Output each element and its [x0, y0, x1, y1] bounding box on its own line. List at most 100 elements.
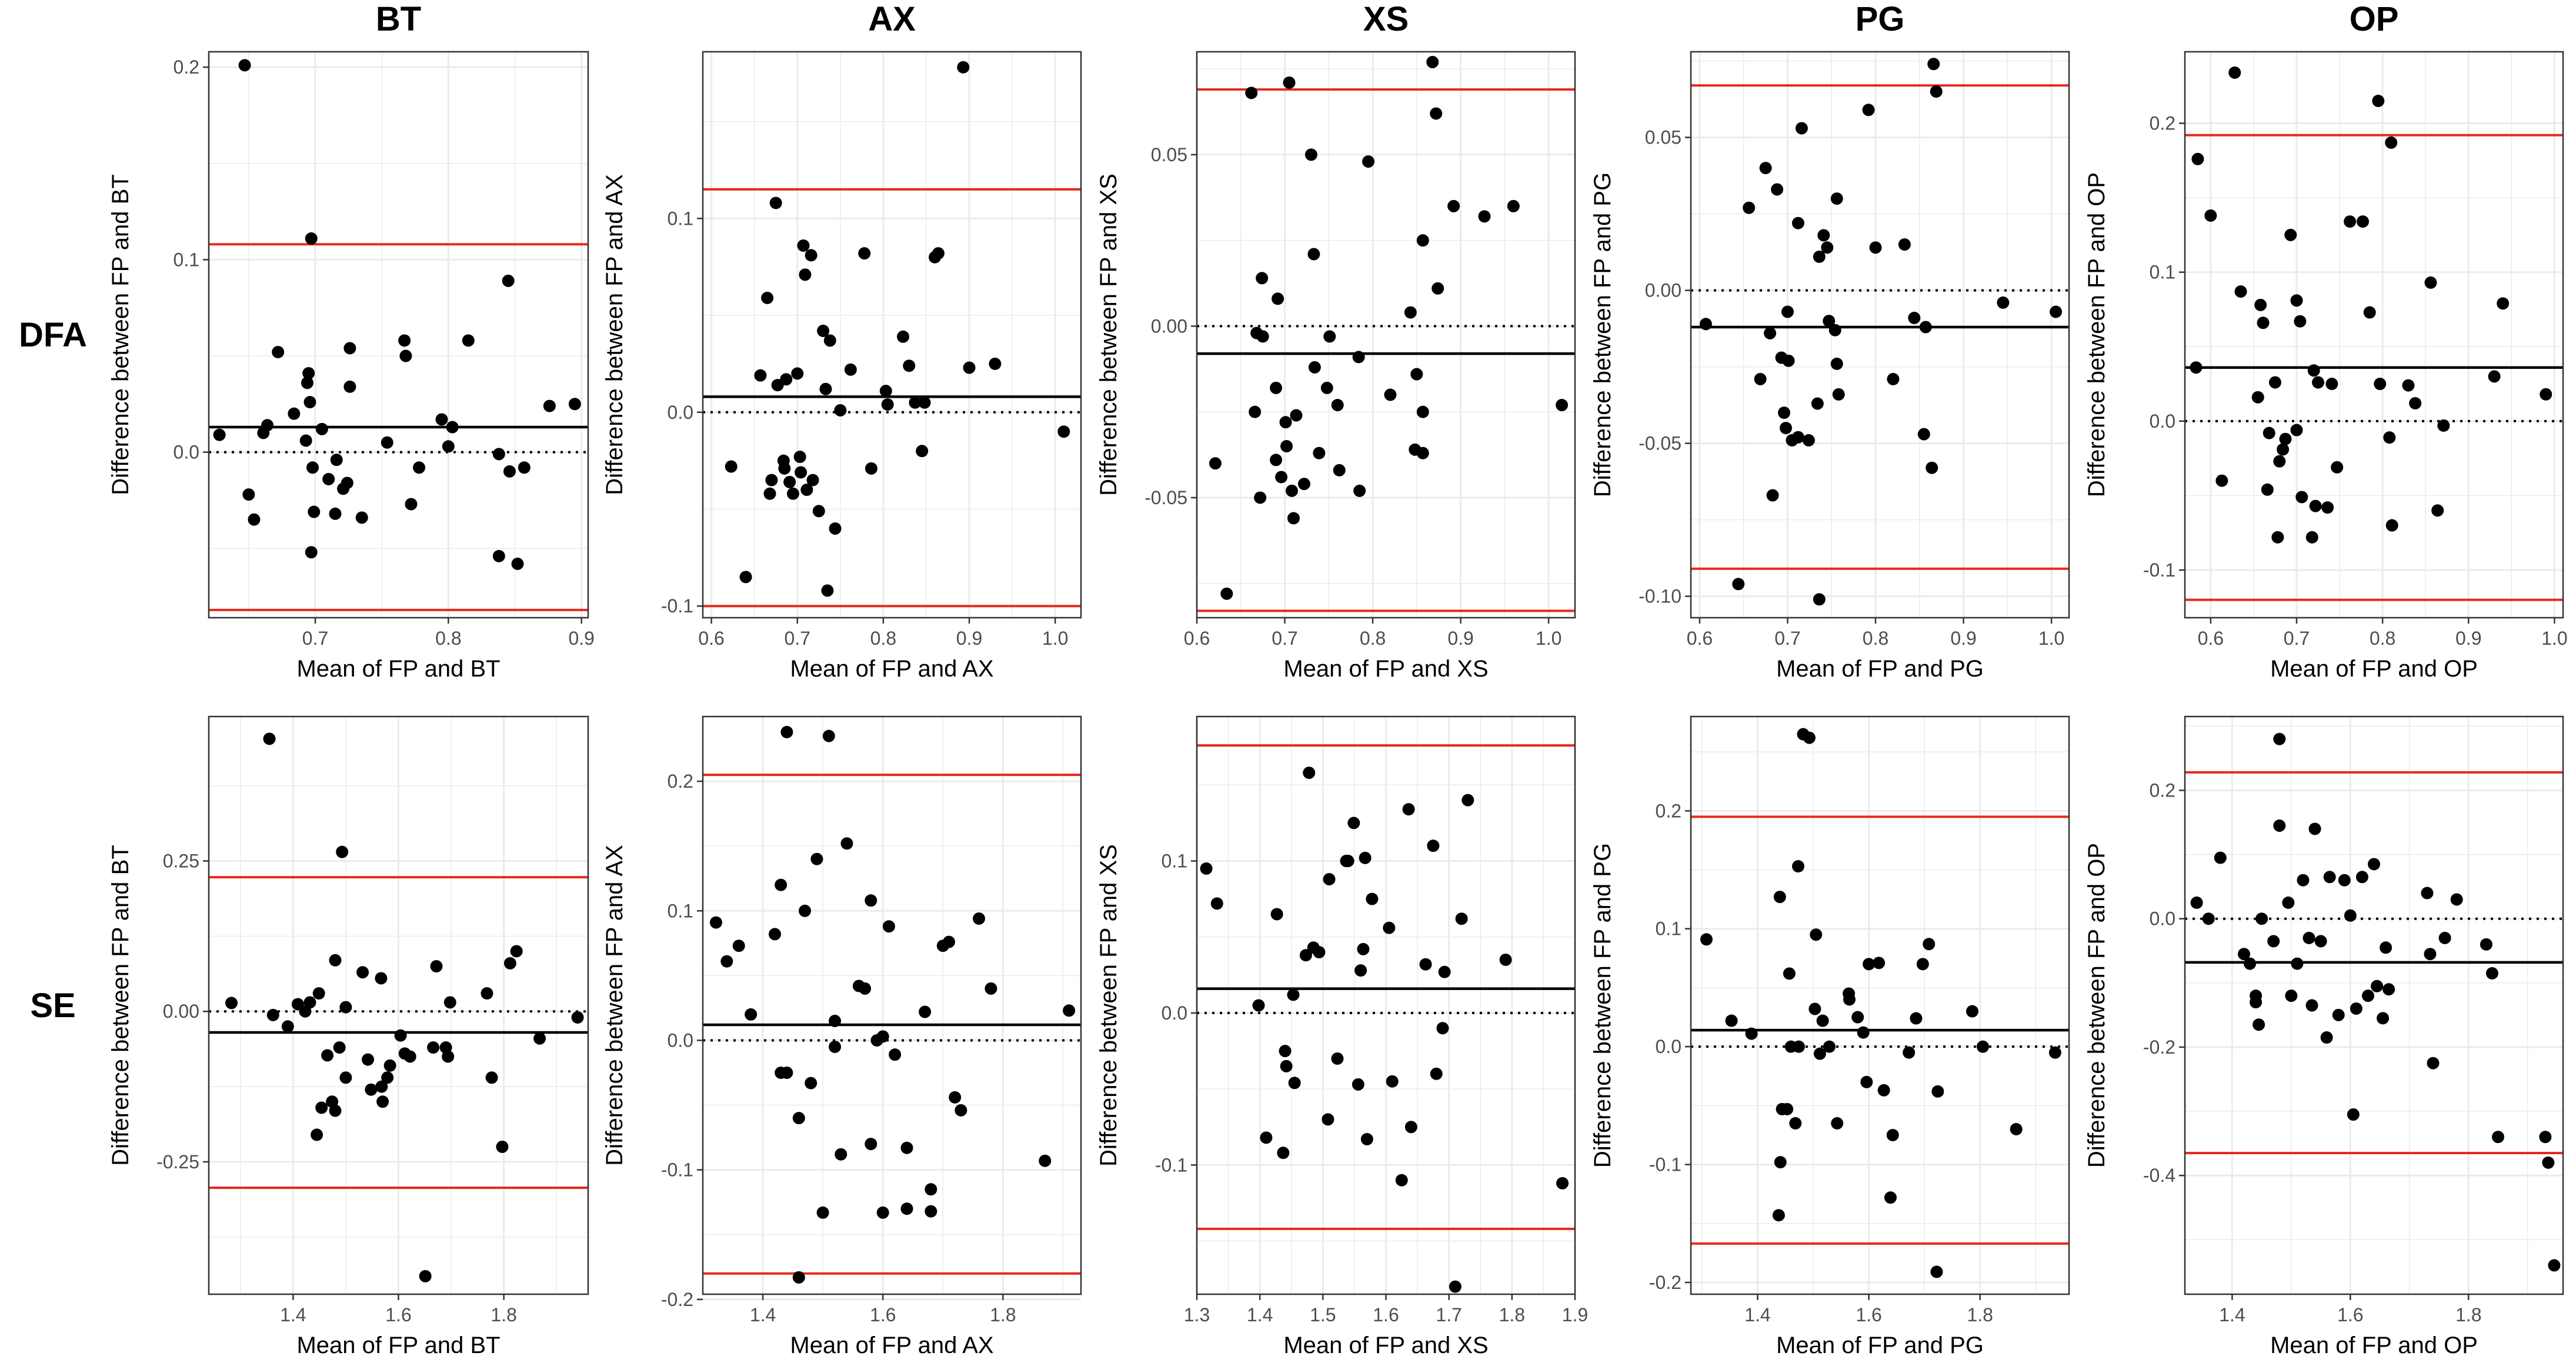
- y-tick-label: 0.1: [1656, 918, 1681, 939]
- panel-frame: [702, 51, 1082, 619]
- y-tick-label: 0.0: [1656, 1036, 1681, 1057]
- data-point: [376, 1095, 389, 1108]
- data-point: [763, 487, 776, 500]
- data-point: [1220, 587, 1233, 600]
- data-point: [1792, 1040, 1805, 1053]
- data-point: [834, 404, 847, 417]
- data-point: [1754, 372, 1767, 385]
- data-point: [1210, 897, 1223, 910]
- data-point: [2338, 874, 2351, 887]
- data-point: [394, 1029, 407, 1042]
- data-point: [1427, 839, 1440, 852]
- data-point: [1383, 921, 1396, 934]
- x-tick-label: 0.8: [870, 628, 896, 649]
- data-point: [496, 1140, 509, 1153]
- data-point: [1260, 1131, 1273, 1144]
- x-tick-label: 1.6: [1856, 1304, 1881, 1325]
- data-point: [2385, 136, 2398, 149]
- data-point: [859, 982, 872, 995]
- data-point: [1813, 1047, 1826, 1060]
- x-tick-label: 1.6: [1373, 1304, 1399, 1325]
- data-point: [1283, 76, 1296, 89]
- column-title-xs: XS: [1363, 0, 1409, 38]
- x-tick-label: 0.8: [1863, 628, 1888, 649]
- panel-dfa-pg: 0.6 0.7 0.8 0.9 1.0 -0.10 -0.05 0.00 0.05 Mean of…: [1590, 51, 2070, 682]
- data-point: [403, 1050, 416, 1063]
- data-point: [1976, 1040, 1989, 1053]
- data-point: [1810, 928, 1823, 941]
- data-point: [754, 369, 767, 382]
- data-point: [1908, 311, 1921, 324]
- data-point: [1478, 210, 1491, 223]
- data-point: [442, 440, 455, 453]
- x-tick-label: 1.7: [1436, 1304, 1461, 1325]
- data-point: [1430, 1067, 1443, 1080]
- data-point: [957, 61, 970, 74]
- y-axis-title: Difference between FP and XS: [1096, 174, 1122, 496]
- data-point: [709, 916, 722, 929]
- data-point: [2191, 152, 2204, 165]
- data-point: [1745, 1027, 1758, 1040]
- data-point: [821, 584, 834, 597]
- data-point: [761, 291, 774, 304]
- data-point: [806, 474, 819, 487]
- y-tick-label: 0.1: [668, 900, 693, 921]
- data-point: [303, 396, 316, 409]
- data-point: [503, 465, 516, 478]
- y-axis-title: Difference between FP and BT: [108, 174, 134, 495]
- data-point: [900, 1202, 913, 1215]
- y-tick-label: 0.00: [163, 1001, 199, 1022]
- data-point: [1831, 1117, 1844, 1130]
- data-point: [1362, 155, 1375, 168]
- data-point: [1322, 1113, 1334, 1126]
- data-point: [430, 960, 443, 973]
- data-point: [1830, 192, 1843, 205]
- data-points: [2190, 732, 2561, 1272]
- x-tick-label: 0.8: [2370, 628, 2395, 649]
- data-point: [1791, 431, 1804, 444]
- y-tick-label: -0.1: [1649, 1154, 1681, 1175]
- y-axis: 0.0 0.1 0.2: [173, 56, 209, 463]
- x-tick-label: 1.9: [1562, 1304, 1588, 1325]
- data-point: [238, 59, 251, 72]
- x-axis: 1.3 1.4 1.5 1.6 1.7 1.8 1.9: [1184, 1294, 1588, 1325]
- data-point: [2048, 1046, 2061, 1059]
- data-point: [1331, 399, 1344, 412]
- data-point: [1252, 999, 1265, 1012]
- data-point: [2424, 276, 2437, 289]
- x-tick-label: 0.7: [2284, 628, 2310, 649]
- data-point: [1290, 409, 1303, 422]
- data-point: [543, 399, 556, 412]
- y-tick-label: -0.1: [1155, 1154, 1187, 1175]
- data-point: [1771, 183, 1784, 196]
- data-point: [1299, 949, 1312, 962]
- data-point: [1857, 1026, 1870, 1039]
- data-point: [446, 421, 459, 434]
- data-point: [1774, 1156, 1787, 1169]
- data-point: [881, 398, 894, 411]
- data-point: [972, 912, 985, 925]
- data-points: [2190, 66, 2552, 544]
- data-point: [2548, 1259, 2561, 1272]
- panel-dfa-bt: 0.7 0.8 0.9 0.0 0.1 0.2 Mean of FP and BT Diffe…: [108, 51, 595, 682]
- data-point: [1700, 933, 1713, 946]
- data-point: [511, 557, 524, 570]
- data-point: [791, 367, 804, 380]
- data-point: [2325, 378, 2338, 391]
- data-point: [2273, 819, 2286, 832]
- data-point: [829, 522, 842, 535]
- data-point: [1781, 305, 1794, 318]
- data-point: [1823, 1040, 1836, 1053]
- data-point: [481, 987, 493, 1000]
- data-point: [1039, 1154, 1052, 1167]
- column-title-bt: BT: [376, 0, 421, 38]
- panel-background: [2185, 717, 2563, 1294]
- data-point: [2540, 388, 2552, 401]
- row-labels: DFA SE: [19, 316, 87, 1025]
- data-point: [1200, 862, 1213, 875]
- y-tick-label: 0.00: [1151, 315, 1187, 336]
- data-point: [778, 462, 791, 475]
- data-point: [780, 725, 793, 738]
- data-point: [720, 955, 733, 968]
- data-point: [336, 845, 349, 858]
